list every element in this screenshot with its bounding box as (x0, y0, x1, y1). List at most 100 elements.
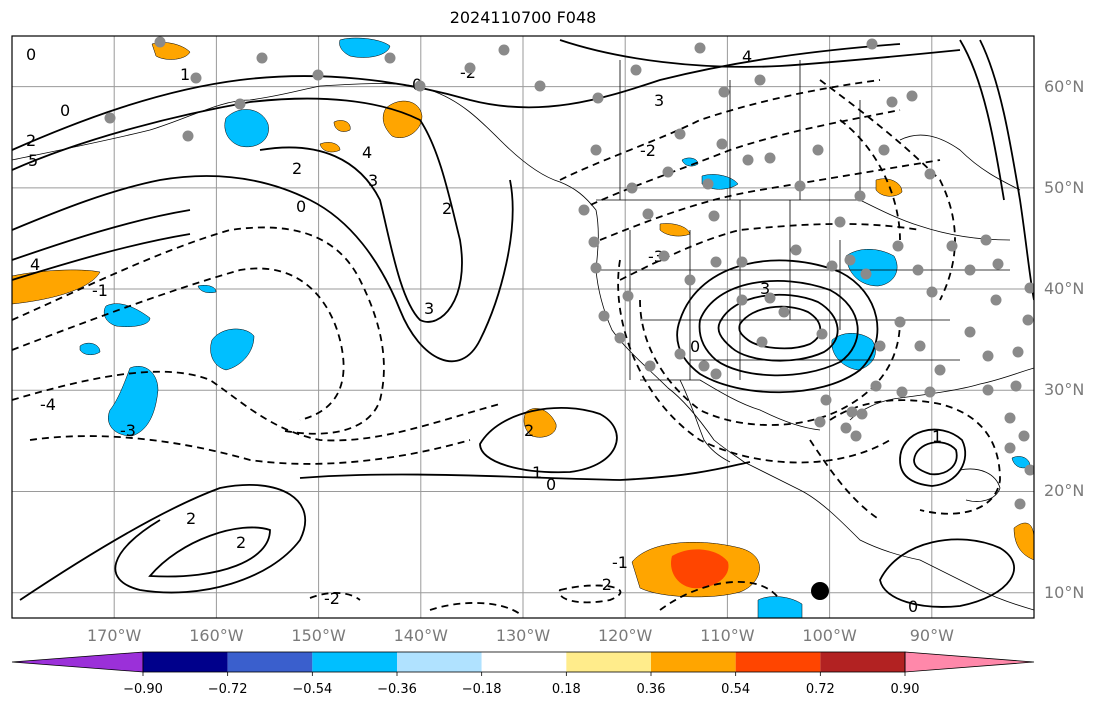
station-marker (630, 64, 642, 76)
station-marker (844, 254, 856, 266)
station-marker (684, 274, 696, 286)
contour-line (899, 428, 967, 487)
contour-line (12, 43, 901, 151)
shade-orange-patch (319, 142, 341, 153)
contour-label: 0 (60, 101, 70, 120)
station-marker (854, 190, 866, 202)
contour-line (676, 259, 879, 394)
station-marker (698, 360, 710, 372)
station-marker (592, 92, 604, 104)
station-marker (992, 258, 1004, 270)
shade-blue-patch (103, 303, 151, 327)
station-marker (710, 256, 722, 268)
longitude-label: 170°W (87, 626, 142, 645)
contour-line (12, 97, 463, 323)
colorbar-segment (227, 652, 313, 672)
colorbar-segment (651, 652, 736, 672)
contour-label: 0 (546, 475, 556, 494)
coastline-baja (679, 379, 731, 463)
colorbar-segment (143, 652, 228, 672)
contour-label: 3 (760, 279, 770, 298)
coastline-gulf (849, 367, 1034, 421)
contour-label: 2 (442, 199, 452, 218)
station-marker (814, 416, 826, 428)
contour-line (879, 538, 1015, 608)
station-marker (1004, 442, 1016, 454)
colorbar-tick-label: −0.18 (461, 682, 502, 697)
contour-label: 1 (180, 65, 190, 84)
contour-line (829, 399, 1001, 515)
contour-line (29, 435, 471, 465)
latitude-label: 20°N (1044, 481, 1085, 501)
contour-line (12, 209, 191, 261)
station-marker (894, 316, 906, 328)
station-marker (256, 52, 268, 64)
shade-orange-patch (333, 120, 351, 132)
longitude-label: 140°W (393, 626, 448, 645)
colorbar-tick-label: −0.90 (123, 682, 163, 697)
colorbar-tick-label: 0.90 (890, 682, 920, 697)
contour-line (698, 280, 859, 377)
contour-label: -1 (92, 281, 108, 300)
shading-negative (79, 37, 1031, 618)
station-marker (778, 306, 790, 318)
contour-label: 5 (28, 151, 38, 170)
colorbar-tick-label: 0.18 (551, 682, 581, 697)
colorbar-segment (397, 652, 482, 672)
contours-solid (12, 39, 1034, 608)
contour-line (12, 370, 501, 442)
shade-blue-patch (339, 37, 391, 58)
shade-orange-patch (1013, 522, 1034, 561)
contour-label: 2 (186, 509, 196, 528)
contour-label: 3 (368, 171, 378, 190)
colorbar-extend-high (904, 651, 1035, 673)
contour-line (12, 233, 191, 281)
station-marker (736, 294, 748, 306)
station-marker (756, 336, 768, 348)
contour-line (19, 484, 307, 601)
contour-label: -4 (40, 395, 56, 414)
station-marker (578, 204, 590, 216)
station-marker (878, 144, 890, 156)
latitude-label: 50°N (1044, 177, 1085, 197)
longitude-label: 100°W (802, 626, 857, 645)
shade-blue-patch (757, 596, 803, 618)
contour-line (809, 439, 881, 521)
border-canada-provinces (619, 60, 861, 200)
latitude-label: 40°N (1044, 279, 1085, 299)
contour-label: 0 (908, 597, 918, 616)
station-marker (856, 408, 868, 420)
station-marker (924, 386, 936, 398)
map-frame (11, 35, 1035, 619)
station-marker (674, 348, 686, 360)
station-marker (866, 38, 878, 50)
colorbar-tick-label: −0.54 (292, 682, 333, 697)
station-marker (694, 42, 706, 54)
station-marker (534, 80, 546, 92)
shade-blue-patch (197, 285, 217, 293)
contour-label: 4 (742, 47, 752, 66)
station-marker (182, 130, 194, 142)
contour-line (979, 39, 1034, 301)
station-marker (764, 152, 776, 164)
contour-line (819, 79, 956, 301)
colorbar-tick-label: −0.72 (207, 682, 248, 697)
contour-line (148, 526, 271, 578)
contour-label: 2 (524, 421, 534, 440)
station-marker (384, 52, 396, 64)
station-marker (674, 128, 686, 140)
station-marker (622, 290, 634, 302)
station-marker (1012, 346, 1024, 358)
station-marker (658, 250, 670, 262)
contour-line (429, 602, 521, 615)
station-marker (964, 264, 976, 276)
station-marker (710, 368, 722, 380)
station-marker (826, 260, 838, 272)
colorbar-segment (820, 652, 905, 672)
colorbar (11, 651, 1035, 676)
shade-blue-patch (210, 328, 255, 371)
station-markers (104, 36, 1034, 510)
station-marker (964, 326, 976, 338)
contour-line (12, 175, 514, 363)
colorbar-segment (735, 652, 821, 672)
